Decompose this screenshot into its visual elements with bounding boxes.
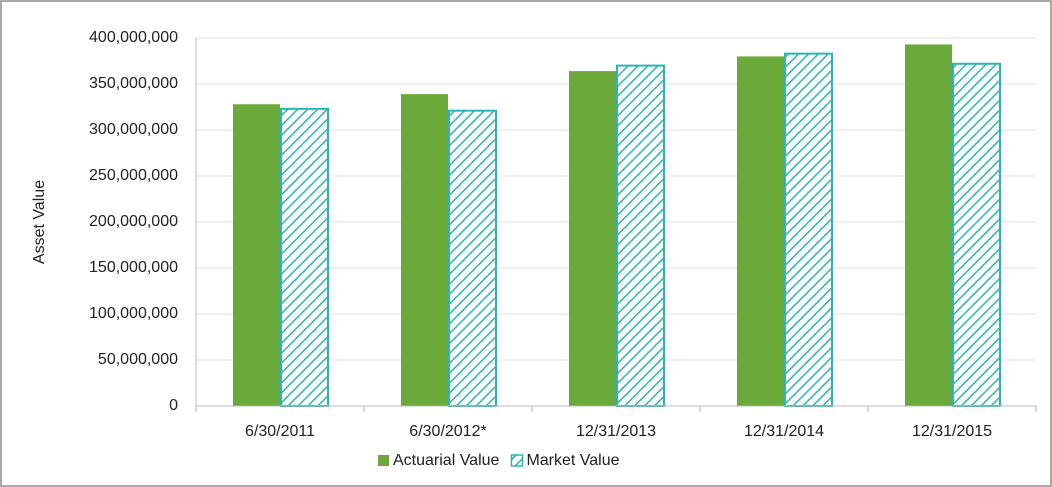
bar (952, 62, 1001, 407)
legend-swatch (378, 455, 389, 466)
y-tick-label: 200,000,000 (89, 213, 178, 230)
bar (233, 104, 280, 407)
bar (401, 94, 448, 407)
y-tick-label: 100,000,000 (89, 305, 178, 322)
x-tick-label: 6/30/2011 (245, 423, 315, 440)
y-tick-label: 400,000,000 (89, 29, 178, 46)
legend-label: Market Value (526, 452, 619, 469)
bar (280, 107, 329, 407)
y-tick-label: 50,000,000 (98, 351, 178, 368)
bar (616, 64, 665, 407)
legend-swatch (510, 454, 524, 467)
y-tick-label: 150,000,000 (89, 259, 178, 276)
legend-label: Actuarial Value (393, 452, 500, 469)
y-tick-label: 300,000,000 (89, 121, 178, 138)
x-tick-label: 6/30/2012* (409, 423, 486, 440)
y-tick-label: 250,000,000 (89, 167, 178, 184)
bar (784, 52, 833, 407)
bar (569, 71, 616, 407)
bar (905, 44, 952, 406)
x-tick-label: 12/31/2015 (912, 423, 992, 440)
y-tick-label: 350,000,000 (89, 75, 178, 92)
bar (448, 109, 497, 408)
x-tick-label: 12/31/2014 (744, 423, 824, 440)
x-tick-label: 12/31/2013 (576, 423, 656, 440)
bar (737, 56, 784, 407)
y-tick-label: 0 (169, 397, 178, 414)
y-axis-label: Asset Value (31, 180, 48, 264)
